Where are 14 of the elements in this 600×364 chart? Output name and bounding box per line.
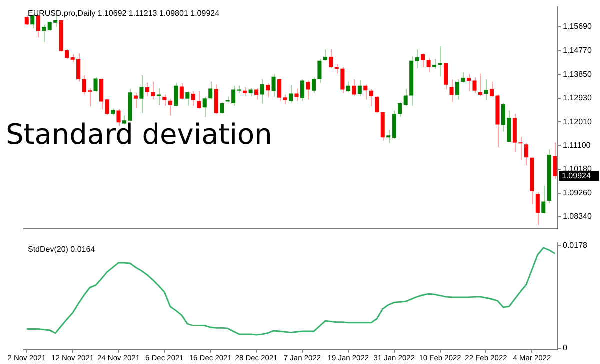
y-tick-label: 1.12930 [563, 94, 592, 103]
y-tick-label: 1.14770 [563, 46, 592, 55]
text: 1.09924 [562, 171, 592, 180]
y-tick-label: 1.15690 [563, 22, 592, 32]
y-tick-label: 1.09260 [563, 188, 592, 198]
y-tick-label: 0.0178 [563, 240, 588, 250]
chart-title: EURUSD.pro,Daily 1.10692 1.11213 1.09801 1.09924 [28, 9, 220, 18]
y-tick-label: 1.13850 [563, 70, 592, 79]
chart-title: StdDev(20) 0.0164 [28, 245, 96, 254]
y-tick-label: 1.08340 [563, 212, 592, 222]
y-tick-label: 1.11100 [563, 140, 592, 150]
y-tick-label: 1.12010 [563, 117, 592, 126]
y-tick-label: 0 [563, 343, 568, 352]
annotation: Standard deviation [6, 118, 272, 152]
